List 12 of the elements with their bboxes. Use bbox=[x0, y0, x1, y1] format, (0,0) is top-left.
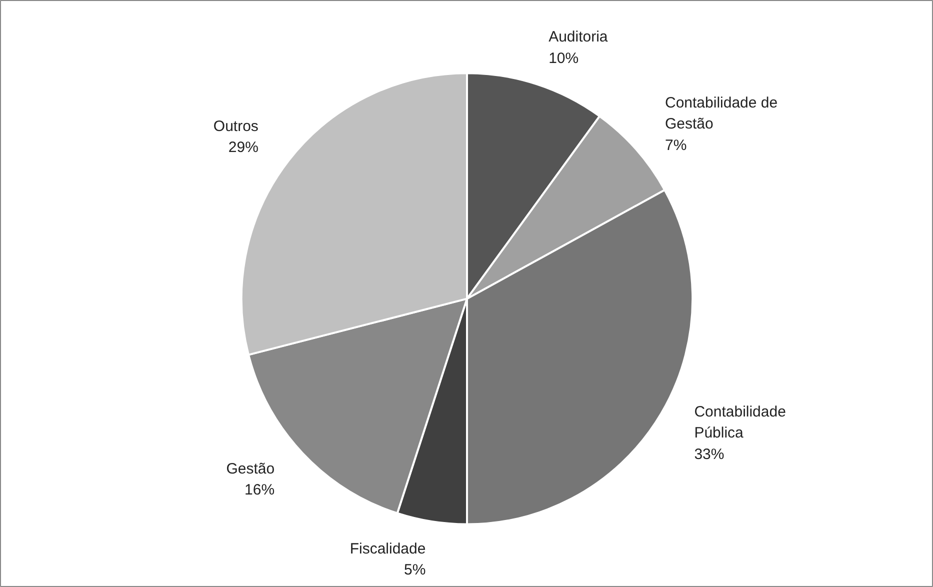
slice-label: Gestão bbox=[226, 460, 275, 478]
slice-label: Contabilidade de Gestão bbox=[664, 94, 778, 133]
data-label: 10% bbox=[548, 50, 579, 67]
data-label: 29% bbox=[228, 139, 258, 156]
data-label: 5% bbox=[404, 562, 426, 579]
data-label: 33% bbox=[694, 446, 724, 463]
slice-label: Auditoria bbox=[548, 28, 608, 46]
slice-label: Outros bbox=[213, 118, 258, 135]
slice-label: Contabilidade Pública bbox=[694, 403, 786, 442]
data-label: 7% bbox=[664, 136, 687, 154]
data-label: 16% bbox=[244, 482, 275, 499]
slice-label: Fiscalidade bbox=[350, 540, 426, 558]
